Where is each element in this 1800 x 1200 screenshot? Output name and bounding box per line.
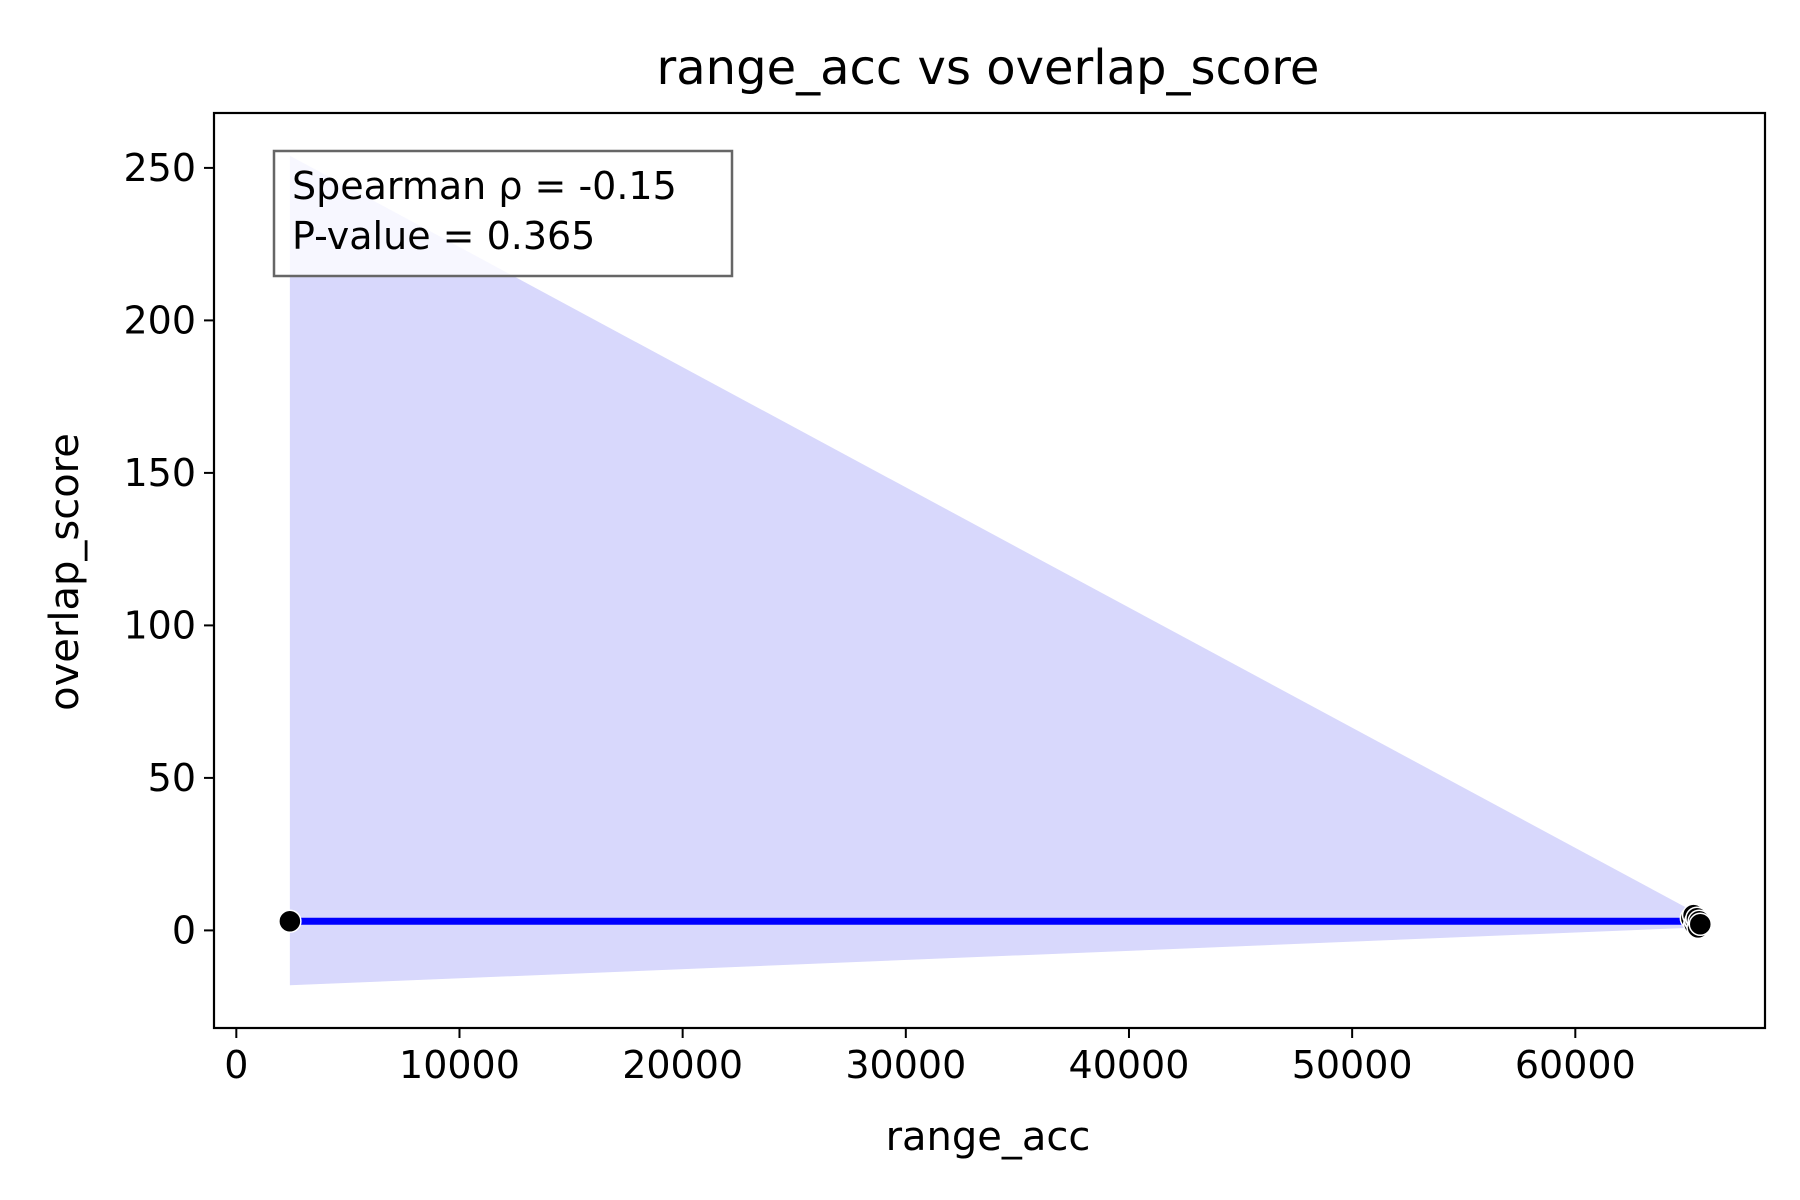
chart-title: range_acc vs overlap_score bbox=[657, 40, 1320, 96]
data-points-layer bbox=[278, 903, 1713, 940]
stats-annotation-box bbox=[272, 149, 734, 278]
data-point bbox=[278, 909, 302, 933]
data-point bbox=[1688, 912, 1713, 937]
x-axis-title: range_acc bbox=[886, 1114, 1091, 1160]
x-tick-label: 0 bbox=[224, 1043, 248, 1087]
y-tick-label: 250 bbox=[123, 146, 196, 190]
confidence-band bbox=[289, 155, 1701, 986]
x-tick-label: 60000 bbox=[1515, 1043, 1636, 1087]
y-axis-title: overlap_score bbox=[42, 433, 88, 711]
y-tick-label: 0 bbox=[172, 908, 196, 952]
x-tick-label: 40000 bbox=[1069, 1043, 1190, 1087]
x-tick-label: 50000 bbox=[1292, 1043, 1413, 1087]
y-axis-ticks: 0 50 100 150 200 250 bbox=[123, 146, 214, 952]
y-tick-label: 200 bbox=[123, 298, 196, 342]
stats-annotation-pvalue: P-value = 0.365 bbox=[292, 214, 595, 258]
y-tick-label: 50 bbox=[148, 756, 196, 800]
y-tick-label: 150 bbox=[123, 451, 196, 495]
x-tick-label: 20000 bbox=[622, 1043, 743, 1087]
x-tick-label: 10000 bbox=[399, 1043, 520, 1087]
stats-annotation: Spearman ρ = -0.15 P-value = 0.365 bbox=[272, 149, 734, 278]
x-tick-label: 30000 bbox=[845, 1043, 966, 1087]
y-tick-label: 100 bbox=[123, 603, 196, 647]
plot-area-frame bbox=[212, 111, 1767, 1030]
x-axis-ticks: 0 10000 20000 30000 40000 50000 60000 bbox=[224, 1028, 1636, 1087]
stats-annotation-spearman: Spearman ρ = -0.15 bbox=[292, 164, 677, 208]
confidence-band-layer bbox=[289, 155, 1701, 986]
